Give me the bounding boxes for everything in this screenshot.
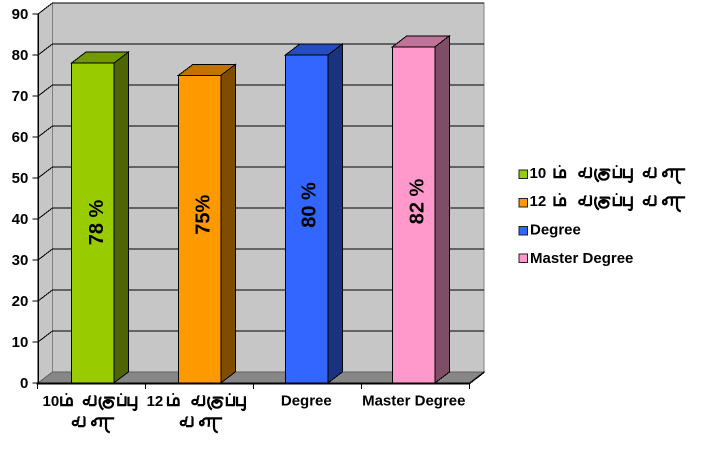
svg-text:10: 10	[43, 393, 60, 410]
svg-text:10: 10	[530, 165, 547, 182]
svg-text:70: 70	[12, 88, 29, 105]
svg-text:10: 10	[12, 334, 29, 351]
svg-text:50: 50	[12, 170, 29, 187]
svg-text:Degree: Degree	[530, 222, 581, 239]
svg-text:0: 0	[20, 375, 28, 392]
svg-text:60: 60	[12, 129, 29, 146]
svg-text:40: 40	[12, 211, 29, 228]
svg-text:20: 20	[12, 293, 29, 310]
svg-text:Master Degree: Master Degree	[530, 250, 633, 267]
svg-text:80: 80	[12, 47, 29, 64]
svg-text:Degree: Degree	[281, 393, 332, 410]
svg-text:90: 90	[12, 6, 29, 23]
svg-text:80 %: 80 %	[299, 182, 321, 228]
svg-text:75%: 75%	[192, 194, 214, 234]
svg-text:12: 12	[147, 393, 164, 410]
svg-text:78 %: 78 %	[86, 199, 108, 245]
svg-text:Master Degree: Master Degree	[362, 393, 465, 410]
svg-text:82 %: 82 %	[407, 178, 429, 224]
svg-text:12: 12	[530, 193, 547, 210]
svg-text:30: 30	[12, 252, 29, 269]
